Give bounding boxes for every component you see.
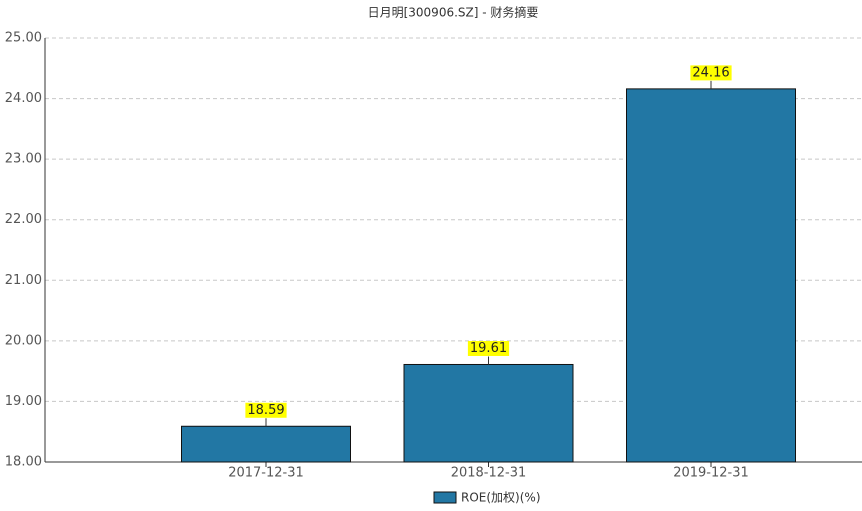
x-tick-label: 2018-12-31 (451, 466, 527, 481)
chart-title: 日月明[300906.SZ] - 财务摘要 (368, 5, 539, 20)
y-tick-label: 25.00 (5, 31, 42, 46)
y-tick-label: 21.00 (5, 273, 42, 288)
value-label: 24.16 (692, 65, 729, 80)
y-tick-label: 20.00 (5, 333, 42, 348)
y-tick-label: 18.00 (5, 455, 42, 470)
x-tick-label: 2017-12-31 (228, 466, 304, 481)
value-label-bg (467, 340, 510, 356)
value-label: 19.61 (470, 341, 507, 356)
y-tick-label: 22.00 (5, 212, 42, 227)
bar (403, 363, 574, 463)
bar (626, 88, 796, 463)
y-tick-label: 23.00 (5, 152, 42, 167)
y-tick-label: 24.00 (5, 91, 42, 106)
y-tick-label: 19.00 (5, 394, 42, 409)
legend-label: ROE(加权)(%) (461, 491, 541, 505)
x-tick-label: 2019-12-31 (673, 466, 749, 481)
value-label: 18.59 (247, 403, 284, 418)
legend-swatch (433, 491, 457, 504)
value-label-bg (690, 65, 732, 81)
bar (181, 425, 351, 463)
value-label-bg (245, 402, 287, 418)
